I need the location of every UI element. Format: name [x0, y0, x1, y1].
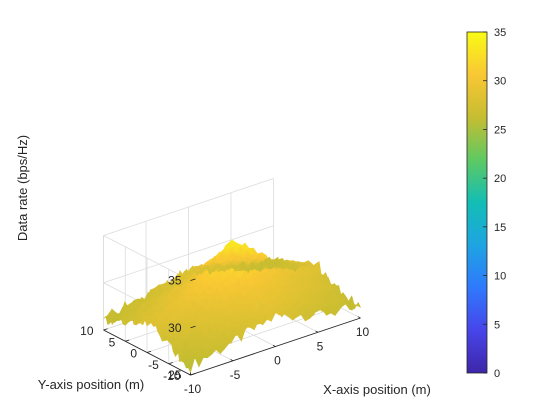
colorbar-ticks: 0 5 10 15 20 25 30 35: [483, 27, 506, 380]
x-tick-label: 0: [274, 354, 281, 368]
colorbar: [466, 31, 488, 374]
z-tick-label: 35: [168, 274, 182, 288]
y-tick-mark: [190, 373, 195, 376]
x-tick-mark: [357, 316, 361, 319]
y-axis-label: Y-axis position (m): [38, 377, 144, 392]
surface-plot: [103, 239, 362, 374]
surface-patch: [103, 314, 111, 320]
z-tick-label: 30: [168, 321, 182, 335]
colorbar-tick-label: 10: [494, 271, 506, 283]
y-tick-label: 5: [109, 335, 116, 349]
colorbar-tick-label: 5: [494, 319, 500, 331]
x-tick-mark: [315, 330, 319, 333]
z-tick-mark: [190, 278, 196, 281]
x-tick-mark: [187, 373, 191, 376]
y-tick-label: 0: [130, 347, 137, 361]
colorbar-tick-label: 35: [494, 27, 506, 39]
y-tick-mark: [168, 362, 173, 365]
x-tick-label: 10: [356, 325, 370, 339]
x-tick-label: -5: [230, 368, 241, 382]
x-tick-mark: [230, 359, 234, 362]
colorbar-tick-label: 20: [494, 173, 506, 185]
z-axis-label: Data rate (bps/Hz): [15, 135, 30, 241]
z-tick-mark: [190, 325, 196, 329]
x-tick-mark: [272, 344, 276, 347]
y-tick-label: -5: [148, 358, 159, 372]
x-tick-label: -10: [184, 382, 202, 396]
colorbar-tick-label: 30: [494, 76, 506, 88]
z-tick-label: 25: [168, 368, 182, 382]
y-tick-mark: [125, 339, 130, 342]
y-tick-label: 10: [80, 324, 94, 338]
colorbar-tick-label: 25: [494, 124, 506, 136]
grid-line-z: [103, 225, 274, 284]
y-tick-label: -10: [163, 369, 181, 383]
grid-line-z: [103, 235, 191, 281]
colorbar-tick-label: 15: [494, 222, 506, 234]
y-tick-mark: [103, 328, 108, 331]
x-tick-label: 5: [317, 339, 324, 353]
x-axis-label: X-axis position (m): [323, 382, 431, 397]
y-tick-mark: [146, 350, 152, 353]
colorbar-tick-label: 0: [494, 368, 500, 380]
grid-line-z: [103, 178, 274, 236]
